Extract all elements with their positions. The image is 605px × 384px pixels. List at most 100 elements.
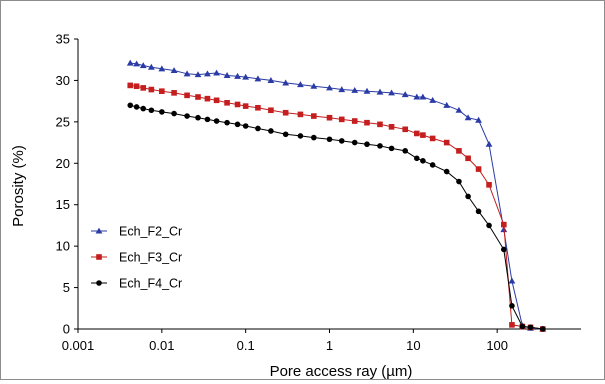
data-point (170, 67, 178, 74)
data-point (508, 277, 516, 284)
data-point (148, 86, 155, 93)
data-point (486, 182, 492, 188)
x-tick-label: 10 (406, 338, 420, 353)
data-point (464, 114, 472, 121)
data-point (297, 81, 304, 88)
data-point (326, 136, 333, 143)
data-point (184, 92, 190, 99)
data-point (364, 119, 370, 126)
data-point (234, 121, 241, 128)
data-point (126, 59, 134, 66)
data-point (475, 166, 482, 172)
data-point (527, 324, 534, 331)
data-point (414, 155, 420, 162)
data-point (364, 141, 370, 148)
x-tick-label: 0.01 (149, 338, 174, 353)
data-point (213, 118, 220, 124)
data-point (204, 95, 211, 102)
data-point (171, 110, 177, 117)
data-point (311, 134, 317, 141)
data-point (414, 130, 420, 137)
data-point (204, 70, 211, 77)
data-point (147, 63, 155, 70)
data-point (429, 96, 437, 103)
data-point (268, 128, 274, 134)
data-point (282, 131, 289, 138)
data-point (338, 116, 345, 123)
data-point (402, 148, 409, 154)
data-point (363, 87, 371, 94)
data-point (456, 178, 462, 185)
data-point (485, 140, 493, 147)
data-point (429, 162, 436, 168)
legend: Ech_F2_Cr Ech_F3_Cr Ech_F4_Cr (91, 225, 182, 291)
data-point (139, 62, 147, 69)
y-tick-label: 25 (56, 114, 70, 129)
data-point (475, 116, 482, 123)
legend-label: Ech_F2_Cr (119, 225, 182, 239)
y-tick-label: 15 (56, 197, 70, 212)
data-point (443, 139, 450, 146)
data-point (148, 107, 155, 114)
data-point (195, 114, 201, 121)
data-point (158, 65, 166, 72)
data-point (429, 135, 436, 142)
data-point (171, 90, 177, 96)
data-point (282, 79, 290, 86)
data-point (242, 123, 249, 129)
data-point (127, 82, 134, 89)
data-point (224, 119, 230, 126)
axes: 0 5 10 15 20 25 30 35 0.001 0.01 0.1 1 10 100 (56, 32, 581, 353)
data-point (377, 121, 383, 128)
data-point (388, 124, 395, 130)
data-point (255, 104, 261, 111)
data-point (401, 91, 409, 98)
x-axis-title: Pore access ray (µm) (270, 363, 413, 379)
data-point (419, 93, 427, 100)
data-point (443, 168, 450, 175)
data-point (159, 88, 165, 94)
legend-marker (95, 227, 103, 234)
data-point (326, 84, 333, 91)
data-point (443, 101, 451, 108)
data-point (326, 114, 333, 121)
data-point (267, 77, 275, 83)
data-point (539, 326, 546, 332)
series-layer (126, 59, 547, 332)
data-point (455, 106, 463, 113)
y-tick-label: 10 (56, 239, 70, 254)
y-axis-title: Porosity (%) (10, 145, 27, 227)
y-tick-label: 0 (63, 322, 70, 337)
series-2 (127, 82, 546, 332)
data-point (133, 104, 140, 110)
data-point (420, 132, 426, 138)
data-point (195, 94, 201, 100)
data-point (338, 138, 345, 144)
data-point (402, 126, 409, 133)
data-point (351, 139, 358, 146)
data-point (501, 246, 507, 253)
data-point (194, 71, 202, 78)
data-point (159, 109, 165, 115)
x-tick-label: 100 (486, 338, 508, 353)
data-point (183, 70, 191, 77)
data-point (254, 75, 262, 82)
data-point (223, 72, 231, 79)
series-1 (126, 59, 547, 332)
data-point (351, 86, 359, 93)
legend-item: Ech_F3_Cr (91, 251, 182, 265)
data-point (133, 83, 140, 90)
data-point (338, 86, 346, 93)
data-point (213, 69, 220, 76)
x-tick-label: 0.1 (237, 338, 255, 353)
data-point (282, 109, 289, 116)
data-point (475, 208, 482, 215)
data-point (509, 303, 515, 309)
series-line (130, 62, 543, 330)
data-point (255, 125, 261, 132)
data-point (234, 72, 241, 79)
data-point (213, 97, 220, 104)
data-point (133, 60, 140, 67)
